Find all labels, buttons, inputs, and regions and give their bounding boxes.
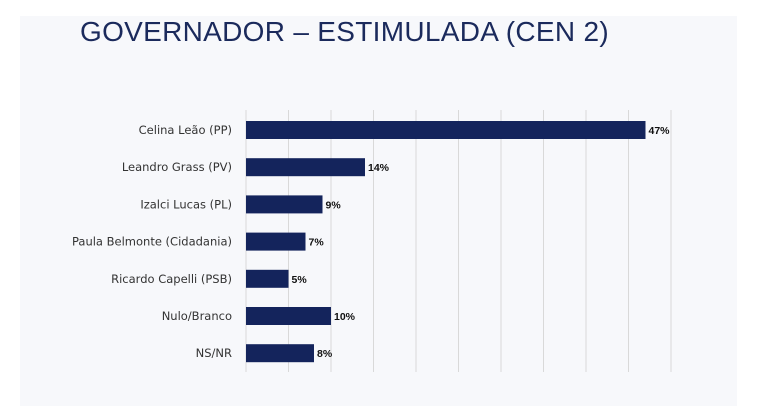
bar (246, 158, 365, 177)
bar (246, 269, 289, 288)
bar (246, 195, 323, 214)
category-label: Ricardo Capelli (PSB) (111, 272, 232, 286)
chart-title: GOVERNADOR – ESTIMULADA (CEN 2) (80, 16, 609, 47)
category-label: Paula Belmonte (Cidadania) (72, 235, 232, 249)
value-label: 9% (326, 199, 342, 211)
category-label: Celina Leão (PP) (139, 123, 232, 137)
slide-panel (20, 16, 737, 406)
category-label: Izalci Lucas (PL) (140, 197, 232, 211)
category-label: Nulo/Branco (162, 309, 232, 323)
category-label: Leandro Grass (PV) (122, 160, 232, 174)
bars: Celina Leão (PP) 47% Leandro Grass (PV) 14%… (72, 121, 671, 363)
value-label: 8% (317, 348, 333, 360)
bar (246, 121, 646, 139)
bar (246, 344, 314, 363)
value-label: 47% (649, 125, 671, 137)
grid-lines (245, 110, 672, 372)
value-label: 7% (309, 237, 325, 249)
category-label: NS/NR (196, 346, 232, 360)
value-label: 5% (292, 274, 308, 286)
bar (246, 307, 331, 325)
value-label: 14% (368, 162, 390, 174)
value-label: 10% (334, 311, 356, 323)
bar (246, 232, 306, 251)
